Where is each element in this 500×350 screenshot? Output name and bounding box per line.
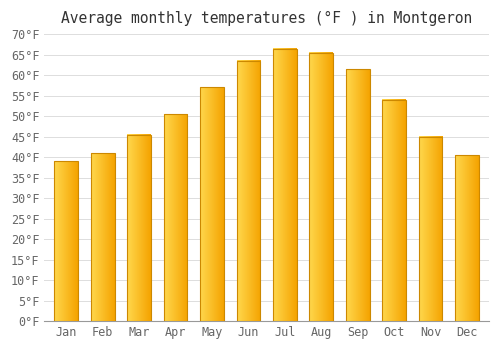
Title: Average monthly temperatures (°F ) in Montgeron: Average monthly temperatures (°F ) in Mo… [61, 11, 472, 26]
Bar [310, 52, 333, 321]
Bar [200, 88, 224, 321]
Bar [273, 49, 296, 321]
Bar [382, 100, 406, 321]
Bar [419, 136, 442, 321]
Bar [236, 61, 260, 321]
Bar [91, 153, 114, 321]
Bar [164, 114, 188, 321]
Bar [54, 161, 78, 321]
Bar [128, 135, 151, 321]
Bar [346, 69, 370, 321]
Bar [455, 155, 479, 321]
